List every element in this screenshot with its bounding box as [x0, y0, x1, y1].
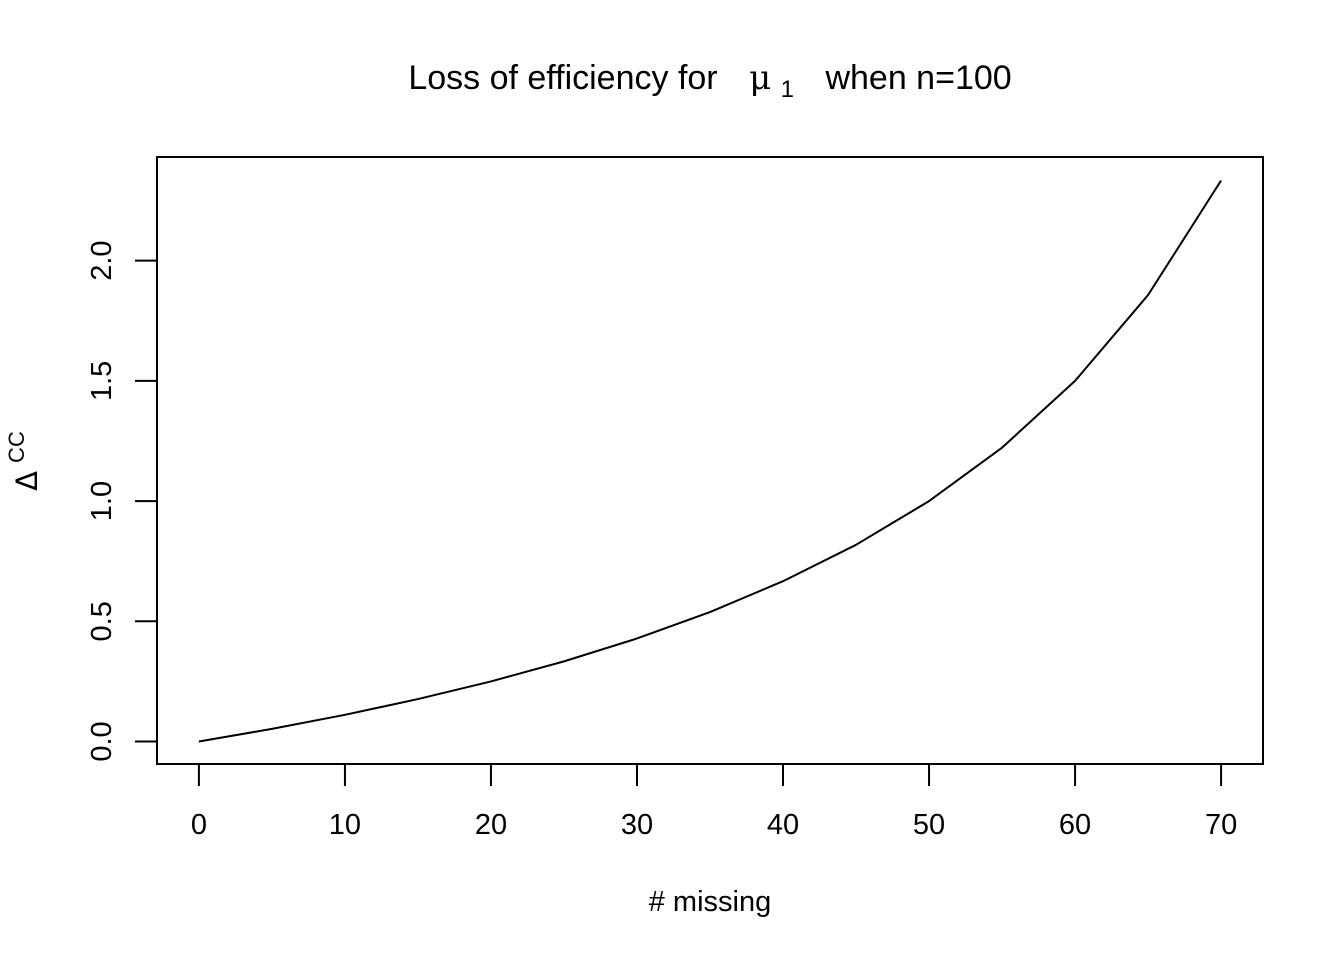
plot-frame — [156, 156, 1264, 765]
title-subscript: 1 — [781, 76, 794, 103]
chart-title: Loss of efficiency for μ 1 when n=100 — [408, 58, 1011, 105]
x-tick-label: 70 — [1205, 809, 1237, 841]
x-tick-label: 20 — [475, 809, 507, 841]
y-tick-label: 1.5 — [86, 361, 118, 401]
y-label-superscript: CC — [4, 431, 29, 463]
series-layer — [198, 179, 1222, 743]
x-axis-label: # missing — [649, 886, 772, 918]
y-tick-label: 0.0 — [86, 721, 118, 761]
x-tick-label: 40 — [767, 809, 799, 841]
x-axis: 0 10 20 30 40 50 60 70 — [191, 763, 1237, 841]
y-tick-label: 0.5 — [86, 601, 118, 641]
y-tick-label: 1.0 — [86, 481, 118, 521]
x-tick-label: 60 — [1059, 809, 1091, 841]
y-label-symbol: Δ — [10, 471, 44, 491]
x-tick-label: 30 — [621, 809, 653, 841]
title-symbol: μ — [749, 58, 771, 98]
y-tick-label: 2.0 — [86, 240, 118, 280]
x-tick-label: 50 — [913, 809, 945, 841]
series-line — [198, 179, 1222, 743]
x-tick-label: 0 — [191, 809, 207, 841]
y-axis-label: Δ CC — [4, 431, 44, 491]
title-prefix: Loss of efficiency for — [408, 59, 717, 97]
y-axis: 0.0 0.5 1.0 1.5 2.0 — [86, 240, 158, 762]
x-tick-label: 10 — [329, 809, 361, 841]
title-suffix: when n=100 — [824, 59, 1011, 97]
